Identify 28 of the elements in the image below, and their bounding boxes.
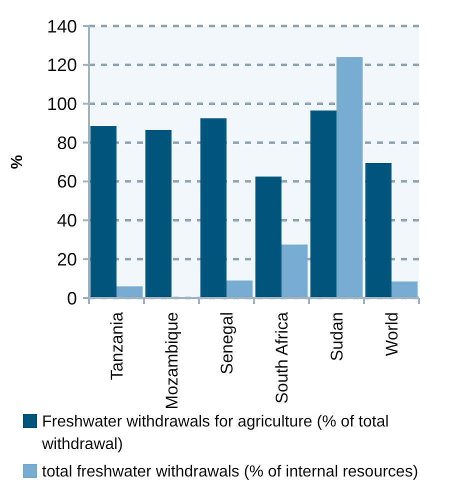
y-tick-label: 80	[56, 132, 77, 153]
bar	[90, 126, 116, 298]
legend-label: total freshwater withdrawals (% of internal resources)	[42, 464, 418, 481]
y-axis-title: %	[9, 154, 26, 170]
y-tick-label: 40	[56, 210, 77, 231]
x-tick-label: Tanzania	[107, 311, 126, 380]
bar	[392, 281, 418, 298]
bar	[200, 118, 226, 298]
y-tick-label: 20	[56, 249, 77, 270]
y-tick-label: 60	[56, 172, 77, 192]
bar	[226, 280, 253, 298]
x-tick-label: Senegal	[217, 312, 236, 374]
bar	[310, 110, 336, 298]
bar	[282, 244, 308, 298]
x-tick-label: South Africa	[272, 311, 292, 404]
y-tick-label: 0	[66, 288, 77, 308]
bar	[336, 57, 363, 298]
bar	[255, 176, 282, 298]
y-tick-label: 140	[46, 16, 77, 36]
x-tick-label: Mozambique	[162, 312, 182, 410]
bar	[365, 162, 392, 298]
bar	[116, 286, 143, 298]
bar	[145, 130, 172, 298]
x-tick-label: World	[382, 312, 402, 356]
legend-label: Freshwater withdrawals for agriculture (% of total withdrawal)	[41, 414, 389, 453]
x-tick-label: Sudan	[327, 312, 346, 362]
y-tick-label: 120	[46, 55, 77, 76]
y-tick-label: 100	[46, 94, 77, 114]
